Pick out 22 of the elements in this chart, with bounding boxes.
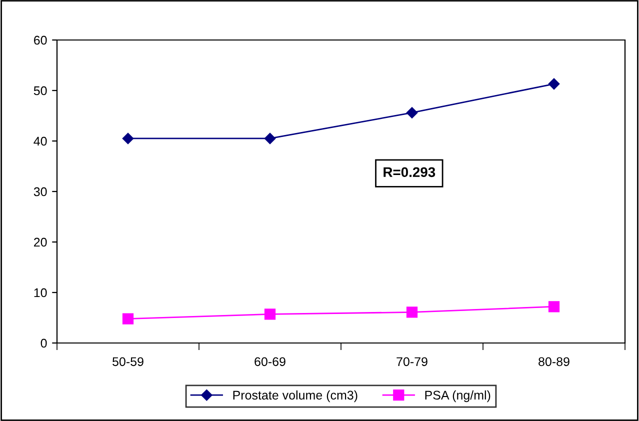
y-tick-label: 50	[34, 86, 47, 96]
x-tick-label: 50-59	[112, 357, 144, 366]
legend-label: Prostate volume (cm3)	[233, 390, 358, 402]
annotation: R=0.293	[384, 167, 436, 178]
y-tick-label: 10	[34, 288, 47, 298]
y-tick-label: 20	[34, 238, 47, 247]
point	[264, 132, 276, 144]
y-tick-label: 0	[40, 338, 47, 348]
point	[264, 308, 276, 320]
y-tick-label: 30	[34, 187, 47, 196]
point	[122, 313, 134, 324]
y-tick-label: 40	[34, 136, 47, 146]
point	[122, 132, 134, 144]
point	[406, 107, 418, 118]
point	[548, 78, 560, 90]
point	[406, 306, 418, 318]
x-tick-label: 80-89	[538, 357, 570, 366]
x-tick-label: 60-69	[254, 357, 286, 366]
legend-label: PSA (ng/ml)	[425, 390, 490, 402]
x-tick-label: 70-79	[396, 357, 428, 366]
point	[548, 301, 560, 312]
y-tick-label: 60	[34, 36, 47, 45]
